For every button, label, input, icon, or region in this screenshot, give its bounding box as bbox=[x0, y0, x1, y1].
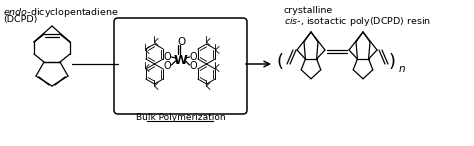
Text: O: O bbox=[164, 61, 171, 71]
Text: (DCPD): (DCPD) bbox=[3, 15, 37, 24]
Text: O: O bbox=[190, 52, 197, 62]
Text: Bulk Polymerization: Bulk Polymerization bbox=[136, 113, 225, 122]
Text: W: W bbox=[173, 53, 187, 66]
FancyBboxPatch shape bbox=[114, 18, 247, 114]
Text: O: O bbox=[177, 37, 186, 47]
Text: $\mathit{cis}$-, isotactic poly(DCPD) resin: $\mathit{cis}$-, isotactic poly(DCPD) re… bbox=[284, 15, 431, 28]
Text: O: O bbox=[164, 52, 171, 62]
Text: n: n bbox=[399, 64, 406, 74]
Text: (: ( bbox=[276, 53, 283, 71]
Text: O: O bbox=[190, 61, 197, 71]
Text: ): ) bbox=[389, 53, 395, 71]
Text: $\mathit{endo}$-dicyclopentadiene: $\mathit{endo}$-dicyclopentadiene bbox=[3, 6, 118, 19]
Text: crystalline: crystalline bbox=[284, 6, 333, 15]
